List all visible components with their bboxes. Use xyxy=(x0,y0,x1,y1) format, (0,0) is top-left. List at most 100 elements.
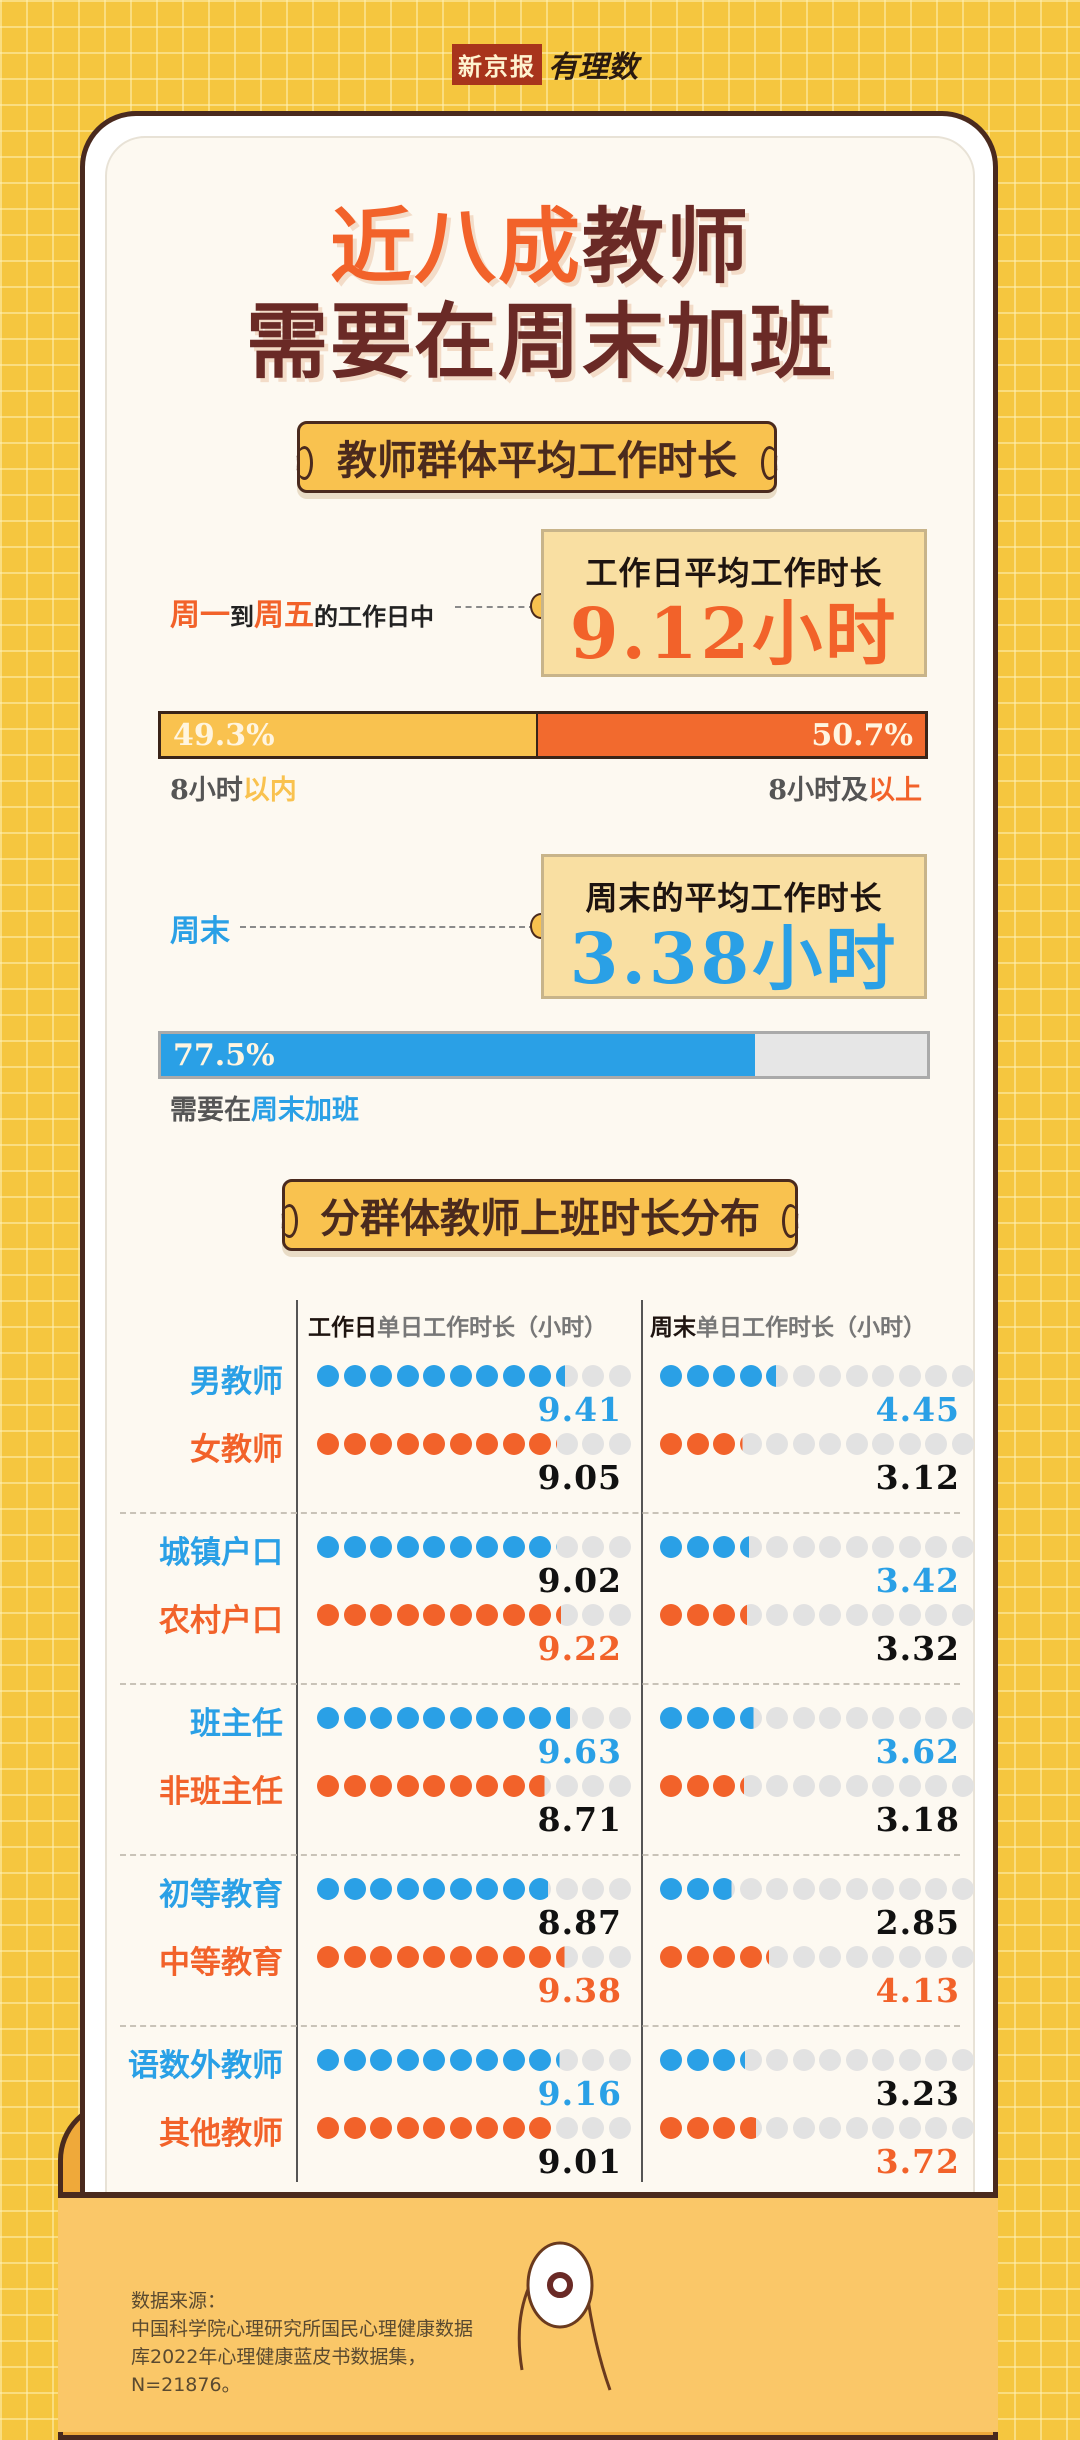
row-label: 语数外教师 xyxy=(128,2048,283,2084)
dot xyxy=(449,1433,472,1455)
dot xyxy=(476,1536,498,1558)
dot xyxy=(713,1433,735,1455)
dot xyxy=(449,1365,472,1387)
dot xyxy=(370,1604,392,1626)
dot xyxy=(819,1365,841,1387)
bar-segment-8h-plus: 50.7% xyxy=(537,714,925,756)
dot-row xyxy=(317,2117,631,2139)
title-line1: 近八成教师 xyxy=(0,180,1080,299)
dot xyxy=(608,2117,631,2139)
box-title: 周末的平均工作时长 xyxy=(585,879,883,917)
dot xyxy=(898,1365,921,1387)
dot xyxy=(502,2049,525,2071)
dot xyxy=(370,1433,392,1455)
dot xyxy=(449,1775,472,1797)
weekend-value: 3.23 xyxy=(875,2074,960,2113)
dot xyxy=(925,1707,947,1729)
dot xyxy=(819,2117,841,2139)
dot xyxy=(555,1536,578,1558)
dot xyxy=(925,1365,947,1387)
row-label: 其他教师 xyxy=(159,2116,283,2152)
dot xyxy=(766,1707,788,1729)
dot xyxy=(476,1775,498,1797)
dot xyxy=(951,1707,974,1729)
dot xyxy=(529,1433,551,1455)
dot xyxy=(343,2049,366,2071)
data-source: 数据来源： 中国科学院心理研究所国民心理健康数据库2022年心理健康蓝皮书数据集… xyxy=(131,2287,491,2399)
dot xyxy=(608,1604,631,1626)
caption-text: 需要在 xyxy=(170,1095,251,1126)
dot-row xyxy=(317,1775,631,1797)
dot xyxy=(502,2117,525,2139)
dot xyxy=(660,1604,682,1626)
dot xyxy=(396,1946,419,1968)
section1-heading: 教师群体平均工作时长 xyxy=(296,421,778,493)
dot xyxy=(423,2049,445,2071)
dot xyxy=(317,1365,339,1387)
dot xyxy=(898,1433,921,1455)
dot xyxy=(608,1946,631,1968)
dot xyxy=(739,1536,762,1558)
weekend-value: 3.32 xyxy=(875,1629,960,1668)
lead-segment: 周五 xyxy=(254,598,314,633)
dot xyxy=(898,2117,921,2139)
dot xyxy=(502,1775,525,1797)
dot xyxy=(582,1707,604,1729)
logo-brand: 新京报 xyxy=(452,43,542,85)
dot xyxy=(766,1946,788,1968)
dot xyxy=(396,1536,419,1558)
dot xyxy=(845,1878,868,1900)
dot xyxy=(766,1878,788,1900)
dot xyxy=(423,1878,445,1900)
dot xyxy=(766,2117,788,2139)
dot xyxy=(423,1775,445,1797)
dot xyxy=(582,1433,604,1455)
dot-row xyxy=(317,1878,631,1900)
dot xyxy=(343,1365,366,1387)
dot-row xyxy=(317,1604,631,1626)
dot xyxy=(872,2049,894,2071)
dot xyxy=(529,2049,551,2071)
weekday-split-bar: 49.3% 50.7% xyxy=(158,711,928,759)
dot xyxy=(951,1946,974,1968)
logo-column: 有理数 xyxy=(548,50,638,85)
dot xyxy=(317,2117,339,2139)
dot xyxy=(396,2049,419,2071)
dot xyxy=(713,1365,735,1387)
dot xyxy=(529,1946,551,1968)
dot xyxy=(792,1365,815,1387)
dot xyxy=(845,1775,868,1797)
dot xyxy=(502,1365,525,1387)
caption-highlight: 周末加班 xyxy=(251,1095,359,1126)
dot xyxy=(660,2049,682,2071)
weekday-lead-label: 周一到周五 的工作日中 xyxy=(170,590,434,634)
dot xyxy=(582,1604,604,1626)
dot xyxy=(502,1536,525,1558)
dot xyxy=(370,1365,392,1387)
dot xyxy=(555,1946,578,1968)
workday-value: 9.05 xyxy=(537,1458,622,1497)
dot xyxy=(872,2117,894,2139)
row-label: 中等教育 xyxy=(159,1945,283,1981)
dot xyxy=(898,1707,921,1729)
dot xyxy=(608,1775,631,1797)
row-label: 农村户口 xyxy=(159,1603,283,1639)
dot xyxy=(845,1707,868,1729)
dot xyxy=(317,2049,339,2071)
dot xyxy=(686,1775,709,1797)
dot xyxy=(766,1536,788,1558)
column-divider xyxy=(641,1300,643,2182)
dot xyxy=(449,1878,472,1900)
dot xyxy=(766,1433,788,1455)
dot xyxy=(792,1433,815,1455)
workday-value: 9.16 xyxy=(537,2074,622,2113)
dot xyxy=(660,1365,682,1387)
dot xyxy=(423,1604,445,1626)
dot xyxy=(739,1946,762,1968)
dot xyxy=(476,1604,498,1626)
dot xyxy=(845,2049,868,2071)
dot xyxy=(449,2117,472,2139)
dot xyxy=(819,1536,841,1558)
dot xyxy=(872,1604,894,1626)
dot xyxy=(792,1878,815,1900)
